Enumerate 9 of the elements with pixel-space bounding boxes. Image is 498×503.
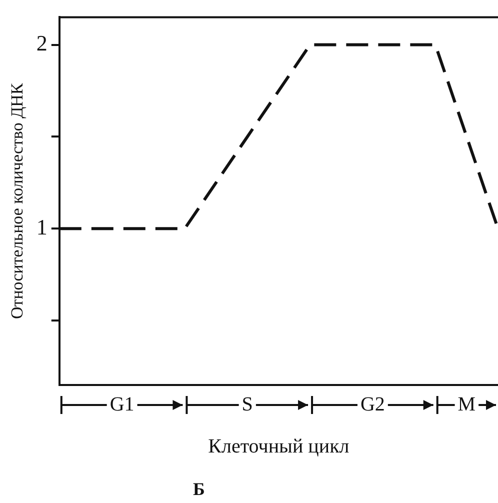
- text: G2: [360, 393, 385, 416]
- y-axis-title: Относительное количество ДНК: [8, 82, 27, 320]
- text: G1: [110, 393, 134, 416]
- x-axis-title: Клеточный цикл: [208, 435, 350, 458]
- text: S: [242, 393, 253, 416]
- text: M: [458, 393, 476, 416]
- y-tick-label: 2: [36, 30, 48, 56]
- y-tick-label: 1: [36, 214, 48, 240]
- text: Б: [193, 479, 205, 499]
